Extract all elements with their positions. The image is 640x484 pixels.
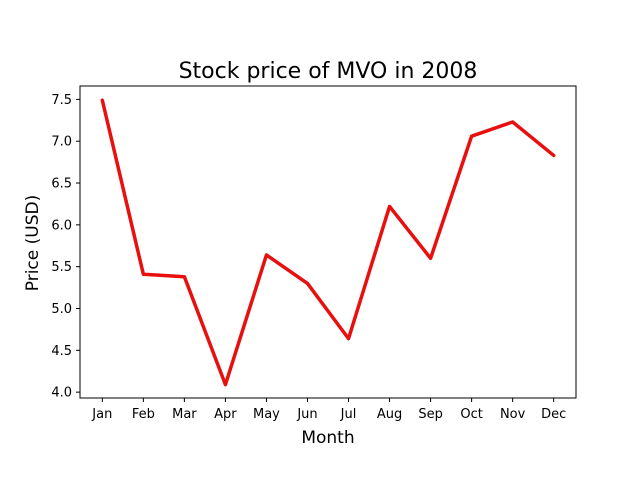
x-tick-label: Aug [377,407,402,422]
data-point [511,120,515,124]
y-tick-label: 6.0 [51,218,72,233]
x-tick-label: May [253,407,280,422]
data-point [264,253,268,257]
y-tick-label: 4.0 [51,386,72,401]
x-tick-label: Mar [172,407,197,422]
x-tick-label: Sep [418,407,443,422]
series-line [100,98,556,387]
x-tick-label: Jan [91,407,112,422]
data-point [305,281,309,285]
y-tick-label: 4.5 [51,344,72,359]
x-tick-label: Jun [296,407,317,422]
data-point [100,98,104,102]
plot-frame [79,85,577,399]
data-point [347,337,351,341]
data-point [429,256,433,260]
chart-title: Stock price of MVO in 2008 [179,59,478,84]
data-point [141,272,145,276]
x-tick-label: Oct [460,407,482,422]
data-point [388,204,392,208]
x-axis-label: Month [301,428,354,448]
y-tick-label: 7.0 [51,135,72,150]
x-tick-label: Nov [500,407,526,422]
data-point [223,383,227,387]
data-point [182,275,186,279]
y-axis-label: Price (USD) [23,195,43,291]
x-tick-label: Feb [132,407,155,422]
x-tick-label: Jul [340,407,357,422]
x-tick-label: Apr [214,407,237,422]
x-tick-label: Dec [541,407,566,422]
y-tick-label: 7.5 [51,93,72,108]
data-point [552,153,556,157]
y-tick-label: 5.5 [51,260,72,275]
plot-area: 4.0 4.5 5.0 5.5 6.0 6.5 7.0 7.5 Jan Feb Mar Apr May J… [51,85,577,422]
data-point [470,134,474,138]
y-tick-label: 5.0 [51,302,72,317]
y-tick-label: 6.5 [51,177,72,192]
